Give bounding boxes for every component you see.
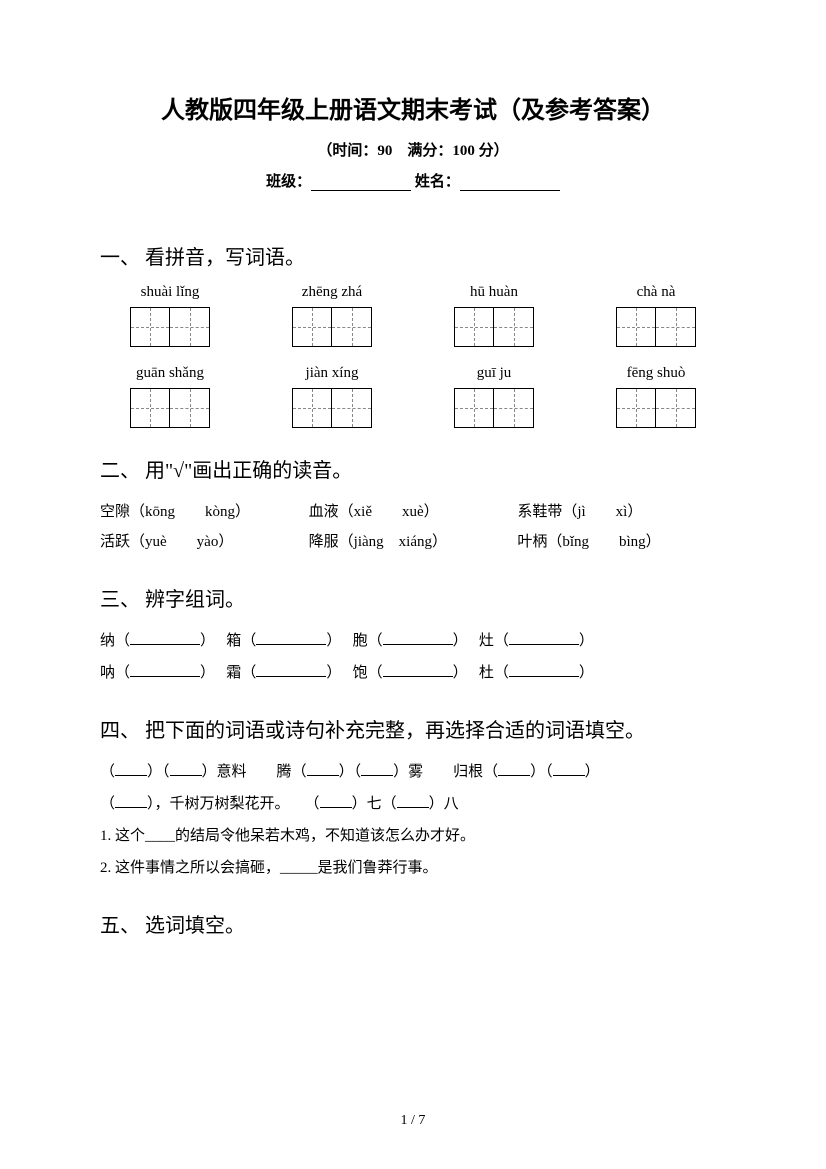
- q2-item: 空隙（kōng kòng）: [100, 497, 309, 527]
- char-box-row-2: [100, 388, 726, 428]
- char-box-row-1: [100, 307, 726, 347]
- fill-blank[interactable]: [256, 663, 326, 677]
- fill-blank[interactable]: [383, 663, 453, 677]
- pinyin-cell: hū huàn: [434, 284, 554, 301]
- fill-blank[interactable]: [383, 631, 453, 645]
- pinyin-cell: chà nà: [596, 284, 716, 301]
- fill-blank[interactable]: [320, 794, 352, 808]
- name-label: 姓名：: [415, 174, 460, 190]
- fill-blank[interactable]: [130, 631, 200, 645]
- question-2-row: 活跃（yuè yào） 降服（jiàng xiáng） 叶柄（bǐng bìng…: [100, 527, 726, 557]
- char-box-pair[interactable]: [596, 307, 716, 347]
- class-blank[interactable]: [311, 175, 411, 191]
- char-box-pair[interactable]: [272, 388, 392, 428]
- class-label: 班级：: [266, 174, 311, 190]
- name-blank[interactable]: [460, 175, 560, 191]
- q3-line-1: 纳（） 箱（） 胞（） 灶（）: [100, 626, 726, 656]
- q3-line-2: 呐（） 霜（） 饱（） 杜（）: [100, 658, 726, 688]
- char-box-pair[interactable]: [596, 388, 716, 428]
- q4-sentence-2: 2. 这件事情之所以会搞砸，_____是我们鲁莽行事。: [100, 853, 726, 883]
- fill-blank[interactable]: [307, 762, 339, 776]
- fill-blank[interactable]: [509, 631, 579, 645]
- fill-blank[interactable]: [115, 762, 147, 776]
- pinyin-row-1: shuài lǐng zhēng zhá hū huàn chà nà: [100, 284, 726, 301]
- q4-sentence-1: 1. 这个____的结局令他呆若木鸡，不知道该怎么办才好。: [100, 821, 726, 851]
- section-3-heading: 三、 辨字组词。: [100, 583, 726, 612]
- char-box-pair[interactable]: [272, 307, 392, 347]
- section-2-heading: 二、 用"√"画出正确的读音。: [100, 454, 726, 483]
- char-box-pair[interactable]: [110, 388, 230, 428]
- subtitle: （时间：90 满分：100 分）: [100, 139, 726, 160]
- section-1-heading: 一、 看拼音，写词语。: [100, 241, 726, 270]
- q4-line-1: （）（）意料 腾（）（）雾 归根（）（）: [100, 757, 726, 787]
- page-title: 人教版四年级上册语文期末考试（及参考答案）: [100, 90, 726, 125]
- char-box-pair[interactable]: [434, 388, 554, 428]
- pinyin-row-2: guān shǎng jiàn xíng guī ju fēng shuò: [100, 365, 726, 382]
- page-footer: 1 / 7: [0, 1113, 826, 1129]
- pinyin-cell: jiàn xíng: [272, 365, 392, 382]
- q2-item: 血液（xiě xuè）: [309, 497, 518, 527]
- pinyin-cell: shuài lǐng: [110, 284, 230, 301]
- fill-blank[interactable]: [130, 663, 200, 677]
- fill-blank[interactable]: [498, 762, 530, 776]
- q4-line-2: （），千树万树梨花开。 （）七（）八: [100, 789, 726, 819]
- section-5-heading: 五、 选词填空。: [100, 909, 726, 938]
- fill-blank[interactable]: [256, 631, 326, 645]
- pinyin-cell: zhēng zhá: [272, 284, 392, 301]
- fill-blank[interactable]: [115, 794, 147, 808]
- char-box-pair[interactable]: [434, 307, 554, 347]
- fill-blank[interactable]: [170, 762, 202, 776]
- class-name-line: 班级： 姓名：: [100, 170, 726, 191]
- q2-item: 降服（jiàng xiáng）: [309, 527, 518, 557]
- q2-item: 活跃（yuè yào）: [100, 527, 309, 557]
- char-box-pair[interactable]: [110, 307, 230, 347]
- section-4-heading: 四、 把下面的词语或诗句补充完整，再选择合适的词语填空。: [100, 714, 726, 743]
- pinyin-cell: guān shǎng: [110, 365, 230, 382]
- fill-blank[interactable]: [509, 663, 579, 677]
- q2-item: 系鞋带（jì xì）: [517, 497, 726, 527]
- fill-blank[interactable]: [361, 762, 393, 776]
- pinyin-cell: fēng shuò: [596, 365, 716, 382]
- q2-item: 叶柄（bǐng bìng）: [517, 527, 726, 557]
- question-2-row: 空隙（kōng kòng） 血液（xiě xuè） 系鞋带（jì xì）: [100, 497, 726, 527]
- fill-blank[interactable]: [397, 794, 429, 808]
- fill-blank[interactable]: [553, 762, 585, 776]
- pinyin-cell: guī ju: [434, 365, 554, 382]
